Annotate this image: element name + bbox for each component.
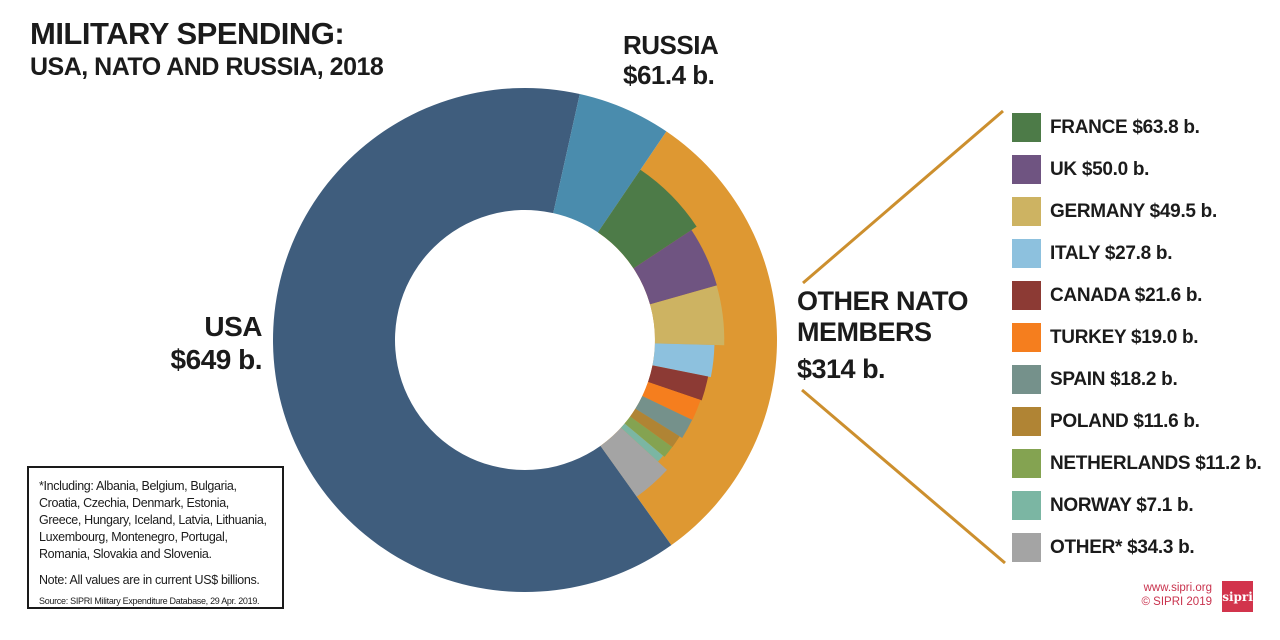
slice-france <box>597 169 697 269</box>
legend: FRANCE $63.8 b. UK $50.0 b. GERMANY $49.5 … <box>1012 113 1262 575</box>
legend-swatch-italy <box>1012 239 1041 268</box>
legend-label-spain: SPAIN $18.2 b. <box>1050 368 1178 390</box>
legend-item-canada: CANADA $21.6 b. <box>1012 281 1262 310</box>
legend-label-turkey: TURKEY $19.0 b. <box>1050 326 1199 348</box>
legend-swatch-netherlands <box>1012 449 1041 478</box>
legend-swatch-germany <box>1012 197 1041 226</box>
legend-label-france: FRANCE $63.8 b. <box>1050 116 1200 138</box>
legend-label-italy: ITALY $27.8 b. <box>1050 242 1173 264</box>
legend-item-other: OTHER* $34.3 b. <box>1012 533 1262 562</box>
legend-item-turkey: TURKEY $19.0 b. <box>1012 323 1262 352</box>
footer-credits: www.sipri.org © SIPRI 2019 <box>1142 581 1212 609</box>
other-nato-callout-line1: OTHER NATO <box>797 286 969 316</box>
footnote-box: *Including: Albania, Belgium, Bulgaria, … <box>27 466 284 609</box>
usa-callout-name: USA <box>204 311 262 342</box>
legend-label-canada: CANADA $21.6 b. <box>1050 284 1203 306</box>
legend-item-france: FRANCE $63.8 b. <box>1012 113 1262 142</box>
russia-callout-name: RUSSIA <box>623 30 719 60</box>
legend-label-norway: NORWAY $7.1 b. <box>1050 494 1194 516</box>
slice-spain <box>635 396 693 438</box>
legend-label-netherlands: NETHERLANDS $11.2 b. <box>1050 452 1262 474</box>
legend-label-poland: POLAND $11.6 b. <box>1050 410 1200 432</box>
russia-callout: RUSSIA $61.4 b. <box>623 30 719 90</box>
legend-swatch-uk <box>1012 155 1041 184</box>
legend-item-netherlands: NETHERLANDS $11.2 b. <box>1012 449 1262 478</box>
donut-slices <box>273 87 778 592</box>
usa-callout: USA $649 b. <box>100 310 263 376</box>
other-nato-callout-value: $314 b. <box>797 354 886 384</box>
slice-uk <box>633 230 717 305</box>
slice-usa <box>273 87 672 592</box>
legend-item-germany: GERMANY $49.5 b. <box>1012 197 1262 226</box>
slice-germany <box>650 285 725 346</box>
legend-swatch-france <box>1012 113 1041 142</box>
legend-item-norway: NORWAY $7.1 b. <box>1012 491 1262 520</box>
sipri-logo-text: sipri <box>1222 589 1253 604</box>
legend-label-germany: GERMANY $49.5 b. <box>1050 200 1217 222</box>
chart-title: MILITARY SPENDING: USA, NATO AND RUSSIA,… <box>30 16 384 82</box>
other-nato-callout-line2: MEMBERS <box>797 317 932 347</box>
sipri-logo: sipri <box>1222 581 1253 612</box>
legend-swatch-poland <box>1012 407 1041 436</box>
footer-url: www.sipri.org <box>1143 582 1212 594</box>
legend-swatch-norway <box>1012 491 1041 520</box>
callout-line-bottom <box>801 388 1006 565</box>
footnote-note: Note: All values are in current US$ bill… <box>39 573 260 587</box>
slice-italy <box>652 343 715 378</box>
slice-canada <box>648 365 709 401</box>
slice-other <box>600 427 667 497</box>
legend-item-uk: UK $50.0 b. <box>1012 155 1262 184</box>
chart-title-line2: USA, NATO AND RUSSIA, 2018 <box>30 53 384 81</box>
footnote-source: Source: SIPRI Military Expenditure Datab… <box>39 596 260 606</box>
slice-poland <box>630 408 680 448</box>
legend-item-poland: POLAND $11.6 b. <box>1012 407 1262 436</box>
slice-russia <box>553 94 667 233</box>
legend-item-spain: SPAIN $18.2 b. <box>1012 365 1262 394</box>
legend-item-italy: ITALY $27.8 b. <box>1012 239 1262 268</box>
russia-callout-value: $61.4 b. <box>623 60 715 90</box>
callout-line-top <box>802 109 1004 285</box>
usa-callout-value: $649 b. <box>170 344 263 375</box>
footer-copyright: © SIPRI 2019 <box>1141 596 1212 608</box>
legend-label-uk: UK $50.0 b. <box>1050 158 1150 180</box>
legend-swatch-spain <box>1012 365 1041 394</box>
slice-norway <box>620 423 664 462</box>
footnote-including: *Including: Albania, Belgium, Bulgaria, … <box>39 479 267 561</box>
other-nato-callout: OTHER NATO MEMBERS $314 b. <box>797 286 969 385</box>
legend-swatch-turkey <box>1012 323 1041 352</box>
legend-swatch-other <box>1012 533 1041 562</box>
chart-title-line1: MILITARY SPENDING: <box>30 16 345 51</box>
legend-swatch-canada <box>1012 281 1041 310</box>
slice-netherlands <box>624 416 673 457</box>
legend-label-other: OTHER* $34.3 b. <box>1050 536 1195 558</box>
slice-turkey <box>642 382 701 421</box>
